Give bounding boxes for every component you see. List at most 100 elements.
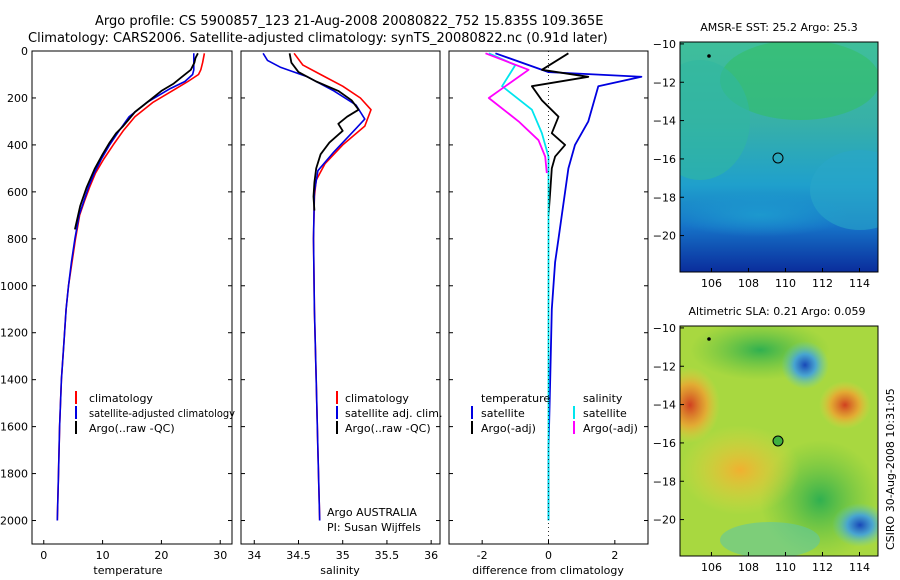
depth-tick-label: 1800 xyxy=(0,468,28,481)
legend-label-temp-argo: Argo(-adj) xyxy=(481,422,536,435)
difference-legend: temperature salinity satellite Argo(-adj… xyxy=(471,392,638,435)
difference-xtick-label: 0 xyxy=(545,549,552,562)
sst_map-lat-label: −14 xyxy=(653,115,676,128)
salinity-xtick-label: 34.5 xyxy=(286,549,311,562)
profile-lines xyxy=(56,52,643,521)
sla_map-lat-label: −20 xyxy=(653,514,676,527)
sst_map-lon-label: 114 xyxy=(849,277,870,290)
salinity-axis-label: salinity xyxy=(320,564,360,577)
sla-high-west xyxy=(680,367,720,443)
legend-label-sal-satellite: satellite xyxy=(583,407,627,420)
sst-argo-marker xyxy=(772,152,784,164)
depth-tick-label: 1000 xyxy=(0,280,28,293)
salinity-xtick-label: 34 xyxy=(247,549,261,562)
sla_map-lat-label: −10 xyxy=(653,322,676,335)
float-owner-label: Argo AUSTRALIA xyxy=(327,506,417,519)
sst-heatmap xyxy=(680,42,878,272)
sla_map-lon-label: 114 xyxy=(849,561,870,574)
temperature-xtick-label: 30 xyxy=(213,549,227,562)
sst_map-lat-label: −18 xyxy=(653,191,676,204)
temperature-xtick-label: 20 xyxy=(154,549,168,562)
float-pi-label: PI: Susan Wijffels xyxy=(327,521,421,534)
sla_map-lon-label: 110 xyxy=(775,561,796,574)
temperature-panel-frame xyxy=(31,50,233,545)
legend-label-satellite-adjusted: satellite-adjusted climatology xyxy=(89,407,235,420)
sst_map-lat-label: −12 xyxy=(653,76,676,89)
sst-warm-patch xyxy=(720,42,878,120)
sla-map-frame xyxy=(679,325,879,557)
sla-map-title: Altimetric SLA: 0.21 Argo: 0.059 xyxy=(688,305,865,318)
salinity-series-argo-raw-qc- xyxy=(288,53,360,211)
sst-cool-band xyxy=(680,193,850,237)
sla-low-north xyxy=(781,341,829,389)
depth-tick-label: 2000 xyxy=(0,515,28,528)
sla_map-lon-label: 108 xyxy=(738,561,759,574)
title-line-2: Climatology: CARS2006. Satellite-adjuste… xyxy=(28,31,608,46)
temperature-series-satellite-adjusted-climatology xyxy=(56,53,195,521)
sla-high-east xyxy=(819,381,871,429)
temperature-series-argo-raw-qc- xyxy=(74,52,199,230)
salinity-legend: climatology satellite adj. clim. Argo(..… xyxy=(327,391,442,534)
axis-ticks: 0 10 20 30020040060080010001200140016001800… xyxy=(0,45,648,562)
temperature-xtick-label: 10 xyxy=(96,549,110,562)
depth-tick-label: 1600 xyxy=(0,421,28,434)
sst-map-frame xyxy=(679,41,879,273)
depth-tick-label: 800 xyxy=(7,233,28,246)
depth-tick-label: 1400 xyxy=(0,374,28,387)
sla_map-lat-label: −12 xyxy=(653,360,676,373)
sla-argo-marker xyxy=(772,435,784,447)
sla-land-marker xyxy=(707,337,711,341)
sst-land-marker xyxy=(707,54,711,58)
depth-tick-label: 400 xyxy=(7,139,28,152)
sla_map-lat-label: −14 xyxy=(653,399,676,412)
legend-label-temp-satellite: satellite xyxy=(481,407,525,420)
temperature-series-climatology xyxy=(56,53,206,521)
sla_map-lat-label: −16 xyxy=(653,437,676,450)
depth-tick-label: 600 xyxy=(7,186,28,199)
difference-series-temperature-argo-adj- xyxy=(531,52,590,216)
difference-xtick-label: 2 xyxy=(611,549,618,562)
salinity-xtick-label: 35 xyxy=(336,549,350,562)
legend-label-climatology: climatology xyxy=(345,392,409,405)
salinity-xtick-label: 35.5 xyxy=(375,549,400,562)
sst-patch-west xyxy=(680,60,750,180)
salinity-series-climatology xyxy=(293,52,372,521)
sst_map-lon-label: 110 xyxy=(775,277,796,290)
sla-yellow-patch xyxy=(680,425,800,515)
salinity-xtick-label: 36 xyxy=(424,549,438,562)
sst-axes: 106 108 110 112 114 −10 −12 −14 −16 −18 −20 xyxy=(653,38,870,290)
sst_map-lat-label: −16 xyxy=(653,153,676,166)
sla-axes: 106 108 110 112 114 −10 −12 −14 −16 −18 −20 xyxy=(653,322,870,574)
sst_map-lat-label: −20 xyxy=(653,230,676,243)
sst_map-lon-label: 112 xyxy=(812,277,833,290)
sla-low-south xyxy=(832,503,878,547)
depth-tick-label: 200 xyxy=(7,92,28,105)
legend-label-sal-argo: Argo(-adj) xyxy=(583,422,638,435)
footer-stamp: CSIRO 30-Aug-2008 10:31:05 xyxy=(884,388,897,550)
legend-title-salinity: salinity xyxy=(583,392,623,405)
sst_map-lat-label: −10 xyxy=(653,38,676,51)
difference-series-temperature-satellite xyxy=(495,52,643,521)
temperature-axis-label: temperature xyxy=(93,564,162,577)
salinity-panel-frame xyxy=(240,50,441,545)
depth-tick-label: 1200 xyxy=(0,327,28,340)
sst-map-title: AMSR-E SST: 25.2 Argo: 25.3 xyxy=(700,21,858,34)
sst_map-lon-label: 108 xyxy=(738,277,759,290)
difference-axis-label: difference from climatology xyxy=(472,564,624,577)
difference-series-salinity-satellite xyxy=(488,52,550,521)
temperature-xtick-label: 0 xyxy=(40,549,47,562)
title-line-1: Argo profile: CS 5900857_123 21-Aug-2008… xyxy=(95,14,603,29)
sst_map-lon-label: 106 xyxy=(701,277,722,290)
difference-series-salinity-argo-adj- xyxy=(485,52,548,174)
difference-xtick-label: -2 xyxy=(477,549,488,562)
sla_map-lon-label: 106 xyxy=(701,561,722,574)
sla_map-lat-label: −18 xyxy=(653,475,676,488)
legend-label-argo: Argo(..raw -QC) xyxy=(345,422,431,435)
legend-label-satellite-adj: satellite adj. clim. xyxy=(345,407,442,420)
legend-label-argo: Argo(..raw -QC) xyxy=(89,422,175,435)
sla-low-patch xyxy=(720,522,820,556)
sla_map-lon-label: 112 xyxy=(812,561,833,574)
temperature-legend: climatology satellite-adjusted climatolo… xyxy=(75,391,235,435)
depth-tick-label: 0 xyxy=(21,45,28,58)
